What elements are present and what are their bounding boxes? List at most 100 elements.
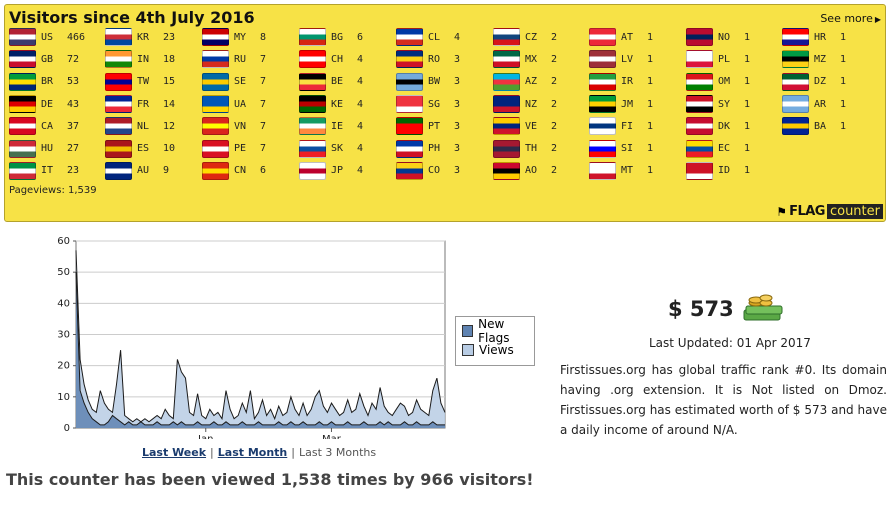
country-row[interactable]: SI 1 xyxy=(589,137,653,159)
flag-icon xyxy=(202,139,229,158)
country-count: 4 xyxy=(454,31,461,43)
last-month-link[interactable]: Last Month xyxy=(217,446,288,459)
flag-counter-logo[interactable]: ⚑ FLAG counter xyxy=(776,204,883,219)
country-row[interactable]: PH 3 xyxy=(396,137,460,159)
country-row[interactable]: VN 7 xyxy=(202,115,266,137)
country-row[interactable]: MT 1 xyxy=(589,160,653,182)
country-row[interactable]: KR 23 xyxy=(105,26,175,48)
country-row[interactable]: BG 6 xyxy=(299,26,363,48)
country-code: CA xyxy=(41,120,54,132)
country-row[interactable]: JM 1 xyxy=(589,93,653,115)
country-code: IT xyxy=(41,165,54,177)
country-row[interactable]: IE 4 xyxy=(299,115,363,137)
country-count: 3 xyxy=(454,165,461,177)
country-row[interactable]: CZ 2 xyxy=(493,26,557,48)
country-row[interactable]: DE 43 xyxy=(9,93,85,115)
country-row[interactable]: BR 53 xyxy=(9,71,85,93)
country-row[interactable]: HR 1 xyxy=(782,26,846,48)
country-row[interactable]: MX 2 xyxy=(493,48,557,70)
flag-icon xyxy=(202,72,229,91)
country-row[interactable]: CH 4 xyxy=(299,48,363,70)
country-row[interactable]: SE 7 xyxy=(202,71,266,93)
country-count: 3 xyxy=(454,76,461,88)
country-row[interactable]: IT 23 xyxy=(9,160,85,182)
chart-legend: New Flags Views xyxy=(455,316,535,366)
flag-icon xyxy=(299,117,326,136)
see-more-link[interactable]: See more ▶ xyxy=(820,12,881,25)
country-row[interactable]: LV 1 xyxy=(589,48,653,70)
flag-icon xyxy=(782,72,809,91)
country-row[interactable]: AR 1 xyxy=(782,93,846,115)
country-row[interactable]: RU 7 xyxy=(202,48,266,70)
country-code: LV xyxy=(621,53,634,65)
country-row[interactable]: DZ 1 xyxy=(782,71,846,93)
country-row[interactable]: MY 8 xyxy=(202,26,266,48)
country-row[interactable]: BW 3 xyxy=(396,71,460,93)
country-row[interactable]: FI 1 xyxy=(589,115,653,137)
country-row[interactable]: EC 1 xyxy=(686,137,750,159)
country-row[interactable]: CA 37 xyxy=(9,115,85,137)
country-row[interactable]: ID 1 xyxy=(686,160,750,182)
x-tick-label: Jan xyxy=(197,434,213,439)
country-row[interactable]: SK 4 xyxy=(299,137,363,159)
country-row[interactable]: UA 7 xyxy=(202,93,266,115)
country-row[interactable]: AU 9 xyxy=(105,160,175,182)
country-row[interactable]: PE 7 xyxy=(202,137,266,159)
country-row[interactable]: IR 1 xyxy=(589,71,653,93)
country-code: BR xyxy=(41,76,54,88)
country-row[interactable]: RO 3 xyxy=(396,48,460,70)
flag-icon xyxy=(686,95,713,114)
country-row[interactable]: ES 10 xyxy=(105,137,175,159)
country-row[interactable]: KE 4 xyxy=(299,93,363,115)
country-row[interactable]: JP 4 xyxy=(299,160,363,182)
country-row[interactable]: SY 1 xyxy=(686,93,750,115)
country-row[interactable]: NZ 2 xyxy=(493,93,557,115)
country-count: 7 xyxy=(260,53,267,65)
flag-icon xyxy=(299,72,326,91)
flag-icon xyxy=(396,28,423,47)
flag-icon xyxy=(782,95,809,114)
country-row[interactable]: NO 1 xyxy=(686,26,750,48)
flag-counter-panel[interactable]: Visitors since 4th July 2016 See more ▶ U… xyxy=(4,4,886,222)
country-code: SK xyxy=(331,143,344,155)
country-row[interactable]: OM 1 xyxy=(686,71,750,93)
country-row[interactable]: MZ 1 xyxy=(782,48,846,70)
country-row[interactable]: NL 12 xyxy=(105,115,175,137)
country-count: 1 xyxy=(840,76,847,88)
country-row[interactable]: TW 15 xyxy=(105,71,175,93)
link-separator: | xyxy=(210,446,214,459)
country-row[interactable]: TH 2 xyxy=(493,137,557,159)
flag-icon xyxy=(589,95,616,114)
country-row[interactable]: CN 6 xyxy=(202,160,266,182)
country-count: 8 xyxy=(260,31,267,43)
country-row[interactable]: BA 1 xyxy=(782,115,846,137)
country-count: 1 xyxy=(744,53,751,65)
country-row[interactable]: CL 4 xyxy=(396,26,460,48)
country-row[interactable]: DK 1 xyxy=(686,115,750,137)
country-row[interactable]: CO 3 xyxy=(396,160,460,182)
last-week-link[interactable]: Last Week xyxy=(142,446,207,459)
country-row[interactable]: HU 27 xyxy=(9,137,85,159)
country-row[interactable]: AT 1 xyxy=(589,26,653,48)
country-row[interactable]: US 466 xyxy=(9,26,85,48)
country-count: 12 xyxy=(163,120,176,132)
country-code: UA xyxy=(234,98,247,110)
last-3-months-label: Last 3 Months xyxy=(298,446,377,459)
country-row[interactable]: IN 18 xyxy=(105,48,175,70)
country-row[interactable]: GB 72 xyxy=(9,48,85,70)
country-count: 6 xyxy=(260,165,267,177)
country-row[interactable]: PL 1 xyxy=(686,48,750,70)
country-row[interactable]: VE 2 xyxy=(493,115,557,137)
country-row[interactable]: SG 3 xyxy=(396,93,460,115)
country-code: CH xyxy=(331,53,344,65)
country-row[interactable]: AZ 2 xyxy=(493,71,557,93)
country-row[interactable]: FR 14 xyxy=(105,93,175,115)
country-code: SI xyxy=(621,143,634,155)
country-row[interactable]: AO 2 xyxy=(493,160,557,182)
country-row[interactable]: BE 4 xyxy=(299,71,363,93)
country-row[interactable]: PT 3 xyxy=(396,115,460,137)
country-code: MZ xyxy=(814,53,827,65)
flag-icon xyxy=(9,95,36,114)
country-code: CL xyxy=(428,31,441,43)
country-code: BG xyxy=(331,31,344,43)
